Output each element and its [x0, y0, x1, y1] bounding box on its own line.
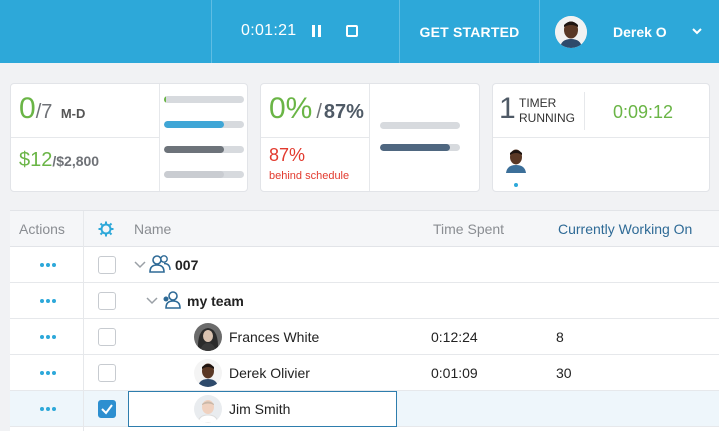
chevron-down-icon[interactable] [134, 260, 146, 270]
get-started-button[interactable]: GET STARTED [419, 23, 520, 40]
user-name[interactable]: Derek O [613, 24, 667, 40]
divider [261, 137, 369, 138]
row-actions-button[interactable] [40, 299, 56, 303]
bar-fill [164, 171, 224, 178]
row-time-spent: 0:01:09 [431, 365, 478, 381]
name-cell-editor[interactable] [128, 391, 397, 427]
bar-fill [164, 146, 224, 153]
divider [211, 0, 212, 63]
md-value: 0 [19, 92, 36, 125]
user-avatar [194, 359, 222, 387]
row-name[interactable]: Derek Olivier [229, 365, 310, 381]
row-actions-button[interactable] [40, 407, 56, 411]
header-name[interactable]: Name [134, 221, 172, 237]
cost-progress-bar [164, 146, 244, 153]
row-name[interactable]: Frances White [229, 329, 320, 345]
user-avatar [194, 323, 222, 351]
header-actions: Actions [19, 221, 65, 237]
team-table: Actions Name Time Spent Currently Workin… [10, 210, 719, 431]
schedule-expected-bar [380, 144, 460, 151]
stop-icon[interactable] [346, 25, 358, 37]
row-checkbox[interactable] [98, 364, 116, 382]
md-unit: M-D [60, 106, 86, 121]
table-row: 007 [10, 247, 719, 283]
user-avatar [194, 395, 222, 423]
timers-label-line-1: TIMER [519, 96, 557, 110]
bar-fill [164, 96, 166, 103]
row-actions-button[interactable] [40, 263, 56, 267]
bar-fill [164, 121, 224, 128]
cost-value: $12 [19, 149, 53, 171]
cost-summary: $12/$2,800 [19, 149, 99, 172]
table-header: Actions Name Time Spent Currently Workin… [10, 211, 719, 247]
divider [399, 0, 400, 63]
progress-sep: / [316, 101, 322, 123]
row-actions-button[interactable] [40, 335, 56, 339]
divider [369, 84, 370, 191]
row-checkbox[interactable] [98, 328, 116, 346]
row-time-spent: 0:12:24 [431, 329, 478, 345]
md-progress-bar [164, 96, 244, 103]
effort-cost-card: 0/7 M-D $12/$2,800 [10, 83, 248, 192]
row-working-on[interactable]: 30 [556, 365, 572, 381]
progress-value: 0% [269, 92, 313, 125]
md-total: /7 [35, 101, 53, 123]
timers-count: 1 [499, 92, 516, 125]
table-row: Frances White 0:12:24 8 [10, 319, 719, 355]
divider [11, 137, 159, 138]
row-working-on[interactable]: 8 [556, 329, 564, 345]
top-bar: 0:01:21 GET STARTED Derek O [0, 0, 719, 63]
running-timer-avatar[interactable] [505, 147, 527, 173]
bar-fill [380, 144, 450, 151]
active-indicator [514, 183, 518, 187]
progress-summary: 0%/87% [269, 92, 364, 126]
team-icon [163, 291, 181, 309]
table-row: my team [10, 283, 719, 319]
column-divider [83, 211, 84, 431]
schedule-card: 0%/87% 87% behind schedule [260, 83, 480, 192]
header-working-on[interactable]: Currently Working On [558, 221, 693, 237]
chevron-down-icon[interactable] [146, 296, 158, 306]
row-checkbox-checked[interactable] [98, 400, 116, 418]
timers-time: 0:09:12 [613, 102, 674, 122]
divider [539, 0, 540, 63]
user-avatar[interactable] [555, 16, 587, 48]
gear-icon[interactable] [98, 221, 114, 237]
md-summary: 0/7 M-D [19, 92, 85, 126]
timers-label-line-2: RUNNING [519, 111, 575, 125]
timers-card: 1 TIMER RUNNING 0:09:12 [492, 83, 710, 192]
check-icon [101, 404, 113, 415]
row-checkbox[interactable] [98, 292, 116, 310]
behind-label: behind schedule [269, 170, 350, 182]
row-name[interactable]: 007 [175, 257, 199, 273]
behind-value: 87% [269, 145, 306, 165]
divider [493, 137, 709, 138]
schedule-actual-bar [380, 122, 460, 129]
pause-icon[interactable] [312, 25, 322, 37]
divider [159, 84, 160, 191]
row-name[interactable]: Jim Smith [229, 401, 291, 417]
table-row: Derek Olivier 0:01:09 30 [10, 355, 719, 391]
row-name[interactable]: my team [187, 293, 244, 309]
chevron-down-icon[interactable] [692, 26, 702, 36]
group-icon [149, 255, 171, 273]
row-actions-button[interactable] [40, 371, 56, 375]
table-row: Jim Smith [10, 391, 719, 427]
md-planned-bar [164, 121, 244, 128]
cost-planned-bar [164, 171, 244, 178]
divider [584, 92, 585, 130]
row-checkbox[interactable] [98, 256, 116, 274]
timers-label: TIMER RUNNING [519, 96, 575, 126]
header-time-spent[interactable]: Time Spent [433, 221, 505, 237]
cost-total: /$2,800 [52, 153, 100, 169]
timer-display: 0:01:21 [241, 22, 297, 39]
progress-target: 87% [323, 101, 364, 123]
